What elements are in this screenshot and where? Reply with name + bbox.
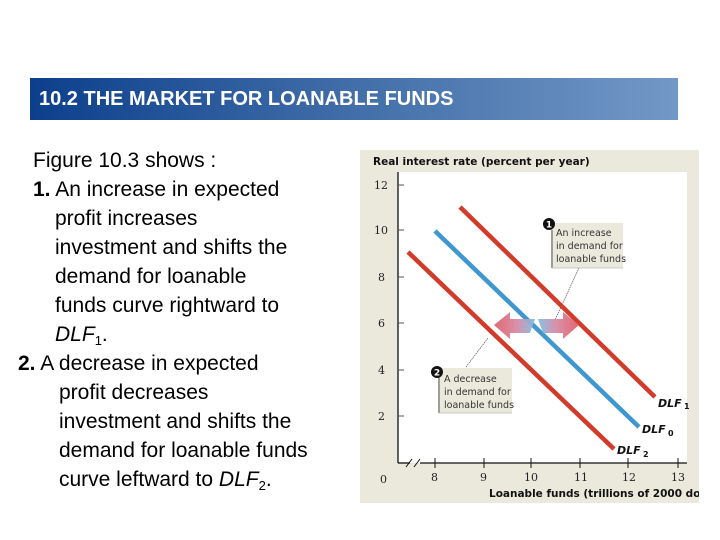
origin-label: 0: [380, 473, 387, 486]
slide-body: Figure 10.3 shows : 1. An increase in ex…: [18, 146, 358, 494]
point-line: profit increases: [55, 207, 198, 230]
annotation-increase: 1 An increase in demand for loanable fun…: [543, 218, 626, 269]
intro-text: Figure 10.3 shows :: [33, 149, 217, 172]
x-tick-label: 8: [431, 471, 438, 484]
curve-ref: DLF: [218, 468, 259, 491]
point-line: investment and shifts the: [55, 236, 288, 259]
punct: .: [265, 468, 272, 491]
y-tick-label: 4: [378, 364, 385, 377]
curve-label-sub: 1: [684, 402, 690, 411]
y-tick-label: 2: [378, 410, 385, 423]
annotation-line: loanable funds: [556, 254, 626, 265]
plot-area: [398, 172, 687, 463]
annotation-line: in demand for: [556, 241, 623, 252]
curve-ref-sub: 2: [258, 478, 266, 493]
point-number: 2.: [18, 352, 36, 375]
point-line: investment and shifts the: [59, 410, 292, 433]
line-text: curve leftward to: [59, 468, 219, 491]
loanable-funds-chart: Real interest rate (percent per year) 12…: [373, 156, 699, 500]
annotation-line: loanable funds: [444, 400, 514, 411]
y-tick-label: 12: [374, 179, 388, 192]
slide-title: 10.2 THE MARKET FOR LOANABLE FUNDS: [39, 87, 454, 110]
marker-number: 2: [434, 369, 440, 379]
point-line: demand for loanable: [55, 265, 247, 288]
point-line: demand for loanable funds: [59, 439, 308, 462]
curve-label-text: DLF: [617, 444, 641, 457]
x-tick-label: 11: [574, 471, 588, 484]
y-tick-label: 10: [374, 224, 388, 237]
x-tick-label: 10: [524, 471, 538, 484]
curve-label-sub: 0: [668, 429, 674, 438]
point-line: curve leftward to DLF2.: [18, 465, 358, 494]
point-line: funds curve rightward to: [55, 294, 280, 317]
annotation-box: [438, 368, 512, 413]
x-tick-label: 9: [480, 471, 487, 484]
leader-line-1: [553, 267, 580, 323]
marker-2-icon: [431, 366, 443, 378]
point-number: 1.: [33, 178, 51, 201]
y-ticks: 12 10 8 6 4 2: [374, 179, 404, 423]
point-line: DLF1.: [18, 320, 358, 349]
y-tick-label: 8: [378, 271, 385, 284]
figure-frame: Real interest rate (percent per year) 12…: [360, 150, 699, 503]
point-2: 2. A decrease in expected profit decreas…: [18, 349, 358, 494]
leader-line-2: [465, 337, 489, 368]
punct: .: [101, 323, 108, 346]
axis-break-icon: [405, 458, 413, 468]
y-tick-label: 6: [378, 317, 385, 330]
dlf2-curve: [406, 250, 616, 451]
curve-ref: DLF: [55, 323, 95, 346]
annotation-box: [551, 223, 623, 268]
curve-label-sub: 2: [643, 450, 649, 459]
dlf0-label: DLF 0: [642, 423, 674, 438]
annotation-line: An increase: [556, 228, 612, 239]
dlf1-curve: [458, 205, 657, 399]
dlf1-label: DLF 1: [658, 397, 690, 411]
curve-label-text: DLF: [642, 423, 666, 436]
x-tick-label: 12: [622, 471, 636, 484]
annotation-decrease: 2 A decrease in demand for loanable fund…: [431, 366, 514, 414]
annotation-line: in demand for: [444, 387, 511, 398]
axis-break-icon: [413, 458, 421, 468]
curve-label-text: DLF: [658, 397, 682, 410]
point-1: 1. An increase in expected profit increa…: [18, 175, 358, 349]
shift-right-arrow-icon: [538, 312, 579, 339]
slide-title-bar: 10.2 THE MARKET FOR LOANABLE FUNDS: [30, 78, 678, 120]
x-ticks: 8 9 10 11 12 13 0: [380, 458, 685, 486]
point-line: profit decreases: [59, 381, 209, 404]
shift-left-arrow-icon: [494, 312, 535, 339]
y-axis-title: Real interest rate (percent per year): [373, 156, 590, 168]
x-axis-title: Loanable funds (trillions of 2000 dollar…: [489, 488, 699, 500]
dlf0-curve: [433, 229, 641, 429]
marker-number: 1: [546, 221, 552, 231]
point-line: An increase in expected: [55, 178, 280, 201]
curve-ref-sub: 1: [94, 333, 102, 348]
point-line: A decrease in expected: [40, 352, 259, 375]
x-tick-label: 13: [671, 471, 685, 484]
dlf2-label: DLF 2: [617, 444, 649, 459]
annotation-line: A decrease: [444, 374, 497, 385]
marker-1-icon: [543, 218, 555, 230]
